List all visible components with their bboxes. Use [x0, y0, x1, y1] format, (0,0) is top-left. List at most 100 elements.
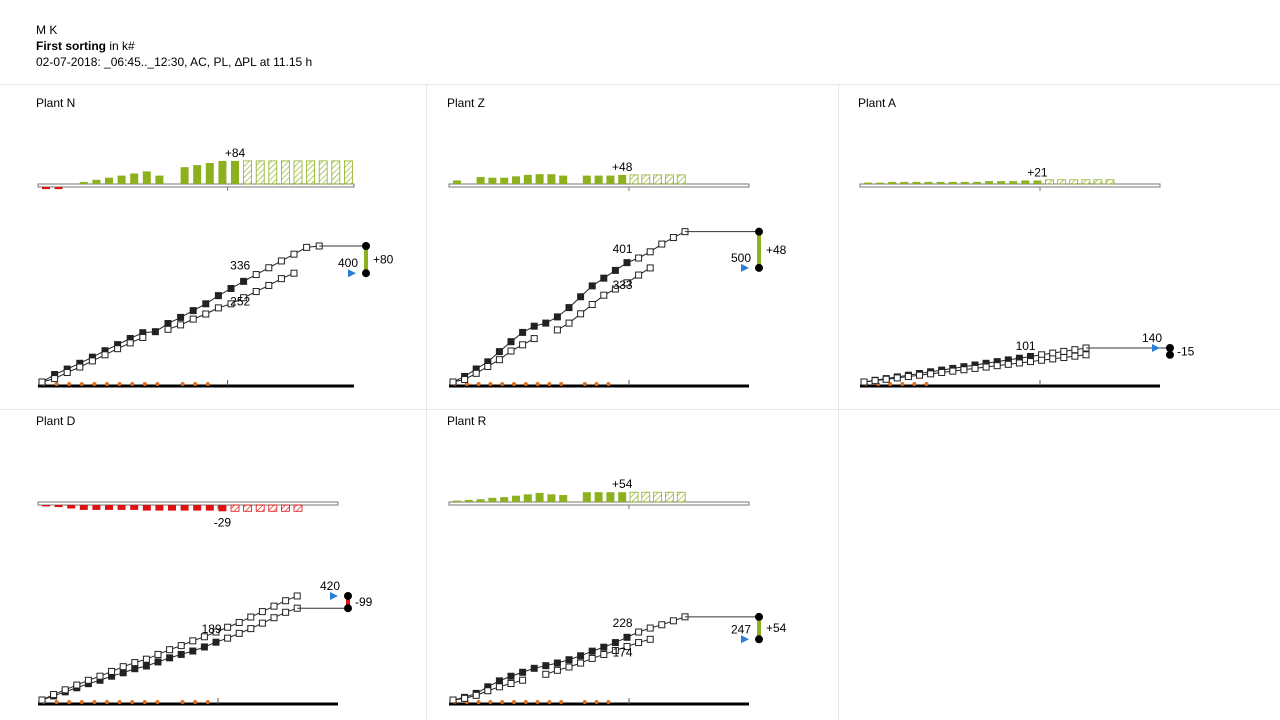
- ac-series-point: [507, 672, 515, 680]
- pl-series-point: [214, 304, 222, 312]
- delta-bar: [512, 495, 520, 502]
- event-dot: [79, 700, 84, 704]
- delta-bar: [582, 492, 591, 502]
- delta-bar: [193, 505, 202, 511]
- delta-bar: [54, 187, 63, 190]
- target-delta-label: -99: [355, 595, 373, 609]
- delta-bar: [142, 505, 151, 511]
- ac-series-point: [565, 304, 573, 312]
- pl-series-point: [50, 691, 58, 699]
- delta-bar: [117, 505, 126, 510]
- pl-series-point: [154, 650, 162, 658]
- event-dot: [594, 700, 599, 704]
- event-dot: [193, 382, 198, 386]
- ac-value-label: 101: [1016, 339, 1036, 353]
- ac-series-point: [235, 629, 243, 637]
- ac-series-point: [240, 277, 248, 285]
- pl-series-point: [293, 592, 301, 600]
- report-title-bold: First sorting: [36, 39, 107, 53]
- pl-series-point: [860, 378, 868, 386]
- ac-series-point: [270, 614, 278, 622]
- ac-series-point: [265, 264, 273, 272]
- pl-value-label: 174: [613, 646, 633, 660]
- delta-bar: [117, 175, 126, 184]
- event-dot: [547, 382, 552, 386]
- delta-bar: [1021, 180, 1030, 184]
- event-dot: [180, 382, 185, 386]
- delta-zero-axis: [37, 183, 355, 188]
- pl-series-point: [252, 288, 260, 296]
- event-dot: [105, 700, 109, 704]
- report-header: M K First sorting in k# 02-07-2018: _06:…: [36, 22, 312, 70]
- report-title-rest: in k#: [109, 39, 135, 53]
- ac-series-point: [646, 624, 654, 632]
- target-end-dot: [344, 591, 352, 600]
- pl-series-point: [227, 300, 235, 308]
- event-dot: [488, 382, 493, 386]
- pl-series-point: [971, 364, 979, 372]
- separator-top: [0, 84, 1280, 85]
- ac-series-point: [495, 677, 503, 685]
- pl-value-label: 333: [613, 278, 633, 292]
- panel-title-plant-d: Plant D: [36, 414, 76, 428]
- event-dot: [594, 382, 599, 386]
- pl-series-point: [114, 345, 122, 353]
- delta-bar: [500, 497, 509, 502]
- panel-title-plant-n: Plant N: [36, 96, 76, 110]
- event-dot: [155, 700, 160, 704]
- pl-series-point: [189, 637, 197, 645]
- delta-bar: [180, 167, 189, 184]
- pl-series-point: [131, 659, 139, 667]
- delta-bar: [664, 174, 674, 185]
- delta-bar: [1105, 179, 1115, 185]
- event-dot: [155, 382, 160, 386]
- ac-series-point: [600, 643, 608, 651]
- panel-title-plant-r: Plant R: [447, 414, 487, 428]
- delta-bar: [155, 505, 164, 511]
- ac-series-point: [553, 313, 561, 321]
- ac-series-point: [623, 259, 631, 267]
- target-value-label: 420: [320, 579, 340, 593]
- delta-bar: [243, 160, 253, 185]
- event-dot: [67, 700, 72, 704]
- pl-series-point: [177, 321, 185, 329]
- pl-series-point: [484, 687, 492, 695]
- pl-series-point: [258, 608, 266, 616]
- ac-series-point: [303, 243, 311, 251]
- target-arrow-icon: [330, 591, 338, 600]
- target-end-dot: [755, 635, 763, 644]
- delta-bar: [268, 160, 278, 185]
- target-arrow-icon: [1152, 344, 1160, 352]
- delta-bar: [664, 491, 674, 503]
- delta-bar: [618, 492, 627, 502]
- ac-series-point: [635, 254, 643, 262]
- pl-series-point: [126, 339, 134, 347]
- delta-bar: [331, 160, 341, 185]
- event-dot: [606, 382, 611, 386]
- event-dot: [512, 382, 516, 386]
- delta-bar: [54, 505, 63, 508]
- delta-bar: [79, 505, 88, 510]
- delta-zero-axis: [37, 501, 339, 506]
- delta-bar: [130, 505, 139, 510]
- delta-bar: [453, 500, 461, 502]
- ac-series-point: [519, 328, 527, 336]
- target-end-dot: [344, 604, 352, 613]
- pl-series-point: [449, 378, 457, 386]
- ac-series-point: [646, 248, 654, 256]
- delta-bar: [488, 177, 497, 184]
- ac-series-point: [623, 633, 631, 641]
- ac-series-point: [635, 628, 643, 636]
- pl-series-point: [139, 333, 147, 341]
- delta-bar: [676, 491, 686, 503]
- pl-series-point: [472, 369, 480, 377]
- ac-series-point: [565, 656, 573, 664]
- event-dot: [205, 700, 210, 704]
- target-end-dot: [362, 269, 370, 278]
- pl-series-point: [265, 281, 273, 289]
- delta-bar: [629, 491, 639, 503]
- ac-value-label: 189: [202, 622, 222, 636]
- delta-value-label: +84: [225, 146, 246, 160]
- delta-bar: [318, 160, 328, 185]
- report-subtitle: 02-07-2018: _06:45.._12:30, AC, PL, ∆PL …: [36, 55, 313, 69]
